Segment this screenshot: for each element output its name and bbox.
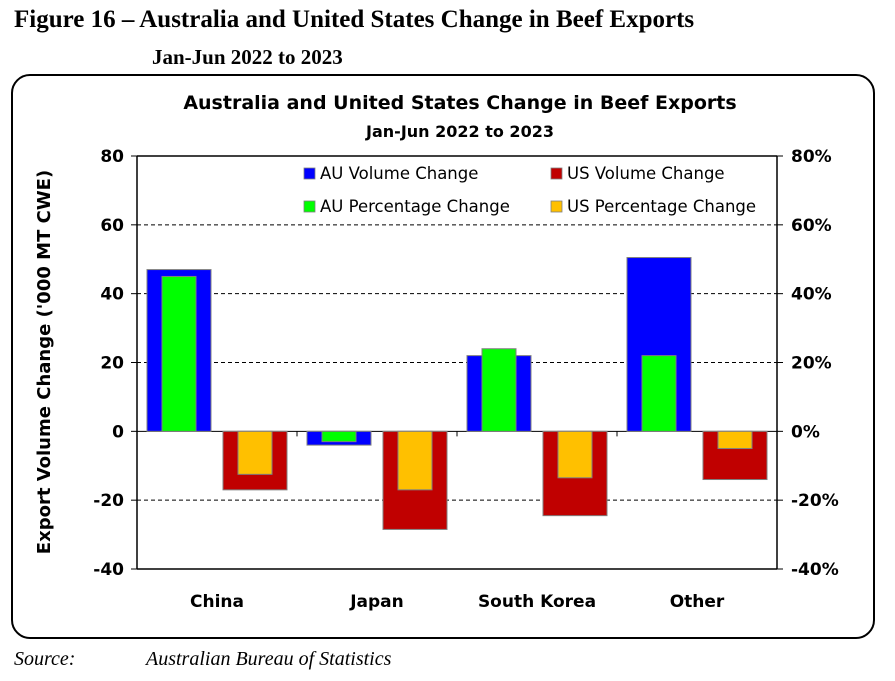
legend-swatch [303, 200, 316, 213]
legend-label: US Volume Change [567, 164, 725, 183]
bar [397, 430, 433, 491]
legend: AU Volume Change US Volume Change AU Perce… [303, 164, 756, 216]
y2-tick-label: 40% [791, 285, 832, 305]
x-tick-label: South Korea [478, 592, 596, 612]
figure-title: Figure 16 – Australia and United States … [14, 6, 695, 33]
y-tick-label: -20 [93, 491, 124, 511]
bars [146, 257, 768, 530]
bar [481, 348, 517, 432]
bar [557, 430, 593, 479]
y-tick-label: 40 [100, 285, 124, 305]
y2-tick-label: 60% [791, 216, 832, 236]
y-tick-label: 0 [112, 422, 124, 442]
y2-tick-label: 20% [791, 354, 832, 374]
legend-label: AU Volume Change [320, 164, 478, 183]
bar [237, 430, 273, 475]
y-tick-label: 20 [100, 354, 124, 374]
source-label: Source: [14, 648, 76, 670]
x-tick-label: Japan [349, 592, 404, 612]
bar [161, 275, 197, 432]
bar [717, 430, 753, 450]
source-note: Source: Australian Bureau of Statistics [14, 648, 391, 671]
axes: China Japan South Korea Other -40 -20 0 20 40 60 8… [93, 147, 838, 612]
x-tick-label: Other [670, 592, 725, 612]
legend-swatch [550, 167, 563, 180]
figure-subtitle: Jan-Jun 2022 to 2023 [152, 45, 343, 69]
chart-frame [11, 74, 875, 639]
bar [321, 430, 357, 443]
legend-label: AU Percentage Change [320, 197, 510, 216]
x-tick-label: China [190, 592, 244, 612]
legend-swatch [303, 167, 316, 180]
y-axis-label: Export Volume Change ('000 MT CWE) [34, 170, 55, 554]
y-tick-label: 80 [100, 147, 124, 167]
bar [641, 355, 677, 432]
y-tick-label: 60 [100, 216, 124, 236]
y2-tick-label: -40% [791, 560, 839, 580]
source-text: Australian Bureau of Statistics [146, 648, 392, 670]
y-tick-label: -40 [93, 560, 124, 580]
y2-tick-label: 0% [791, 422, 820, 442]
chart-title: Australia and United States Change in Be… [183, 92, 736, 114]
chart-subtitle: Jan-Jun 2022 to 2023 [365, 122, 554, 141]
legend-swatch [550, 200, 563, 213]
y2-tick-label: -20% [791, 491, 839, 511]
y2-tick-label: 80% [791, 147, 832, 167]
legend-label: US Percentage Change [567, 197, 756, 216]
